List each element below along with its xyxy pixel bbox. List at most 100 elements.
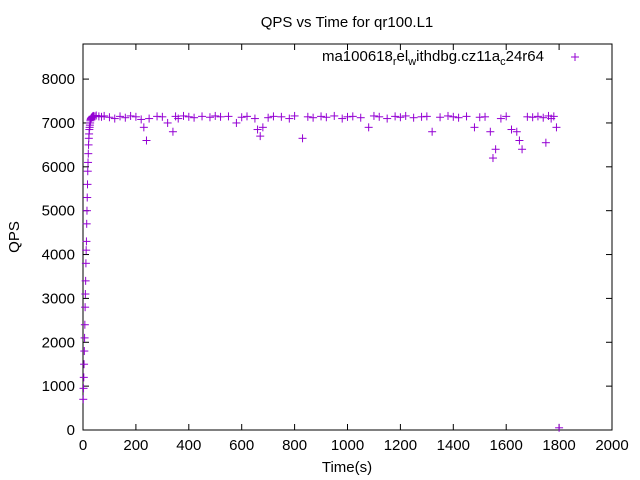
data-point: [121, 113, 130, 122]
data-point: [82, 206, 91, 215]
data-point: [422, 112, 431, 121]
data-point: [454, 113, 463, 122]
legend-text-el: el: [397, 48, 409, 65]
data-point: [533, 112, 542, 121]
data-point: [81, 290, 90, 299]
data-point: [462, 112, 471, 121]
data-point: [502, 112, 511, 121]
y-tick-label: 8000: [42, 71, 75, 88]
data-point: [364, 123, 373, 132]
data-point: [549, 112, 558, 121]
data-point: [348, 112, 357, 121]
data-point: [539, 113, 548, 122]
data-point: [80, 347, 89, 356]
data-point: [137, 115, 146, 124]
data-point: [163, 118, 172, 127]
y-tick-label: 0: [67, 422, 75, 439]
data-point: [83, 167, 92, 176]
data-point: [232, 118, 241, 127]
data-point: [253, 125, 262, 134]
data-point: [391, 112, 400, 121]
data-point: [79, 373, 88, 382]
data-point: [552, 123, 561, 132]
data-point: [436, 113, 445, 122]
data-point: [80, 320, 89, 329]
x-tick-label: 0: [79, 437, 87, 454]
y-tick-label: 2000: [42, 334, 75, 351]
x-axis-ticks: 0 200 400 600 800 1000 1200 1400 1600 1800 2000: [79, 44, 629, 454]
data-point: [224, 112, 233, 121]
data-point: [322, 113, 331, 122]
data-point: [496, 114, 505, 123]
data-point: [110, 114, 119, 123]
legend-label: ma100618relwithdbg.cz11ac24r64: [322, 48, 544, 68]
data-point: [139, 123, 148, 132]
y-tick-label: 6000: [42, 159, 75, 176]
x-tick-label: 200: [123, 437, 148, 454]
data-point: [250, 114, 259, 123]
data-point: [131, 112, 140, 121]
legend: ma100618relwithdbg.cz11ac24r64: [322, 48, 579, 68]
legend-subscript-r: r: [393, 56, 397, 68]
data-point: [488, 154, 497, 163]
data-point: [83, 193, 92, 202]
data-point: [84, 149, 93, 158]
data-point: [470, 123, 479, 132]
x-tick-label: 2000: [595, 437, 628, 454]
y-tick-label: 5000: [42, 203, 75, 220]
data-point: [190, 113, 199, 122]
data-point: [142, 136, 151, 145]
data-point: [80, 360, 89, 369]
data-point: [518, 145, 527, 154]
data-point: [242, 112, 251, 121]
data-point: [211, 111, 220, 120]
data-point: [330, 111, 339, 120]
data-point: [383, 114, 392, 123]
data-point: [277, 112, 286, 121]
data-point: [369, 111, 378, 120]
x-tick-label: 400: [176, 437, 201, 454]
data-point: [528, 113, 537, 122]
data-point: [158, 112, 167, 121]
y-tick-label: 4000: [42, 247, 75, 264]
data-point: [303, 112, 312, 121]
x-tick-label: 1200: [384, 437, 417, 454]
data-point: [258, 123, 267, 132]
x-tick-label: 1800: [542, 437, 575, 454]
data-point: [184, 112, 193, 121]
legend-text-24r64: 24r64: [506, 48, 544, 65]
data-point: [168, 127, 177, 136]
data-point: [105, 113, 114, 122]
data-point: [409, 113, 418, 122]
data-point: [81, 259, 90, 268]
plot-area-frame: [82, 43, 613, 431]
data-point: [356, 113, 365, 122]
data-point: [81, 303, 90, 312]
y-axis-label: QPS: [6, 221, 23, 253]
x-tick-label: 1400: [437, 437, 470, 454]
data-point: [317, 112, 326, 121]
data-point: [84, 158, 93, 167]
data-point: [285, 114, 294, 123]
y-axis-ticks: 0 1000 2000 3000 4000 5000 6000 7000 8000: [42, 71, 612, 439]
data-points: [79, 111, 564, 432]
data-point: [79, 384, 88, 393]
data-point: [401, 111, 410, 120]
x-tick-label: 600: [229, 437, 254, 454]
legend-subscript-w: w: [407, 56, 416, 68]
y-tick-label: 1000: [42, 378, 75, 395]
data-point: [555, 423, 564, 432]
data-point: [237, 113, 246, 122]
data-point: [396, 113, 405, 122]
data-point: [205, 113, 214, 122]
legend-subscript-c: c: [500, 56, 506, 68]
data-point: [290, 111, 299, 120]
data-point: [309, 113, 318, 122]
data-point: [116, 112, 125, 121]
data-point: [145, 114, 154, 123]
data-point: [491, 145, 500, 154]
legend-marker-symbol: [571, 53, 579, 61]
data-point: [375, 112, 384, 121]
data-point: [179, 111, 188, 120]
